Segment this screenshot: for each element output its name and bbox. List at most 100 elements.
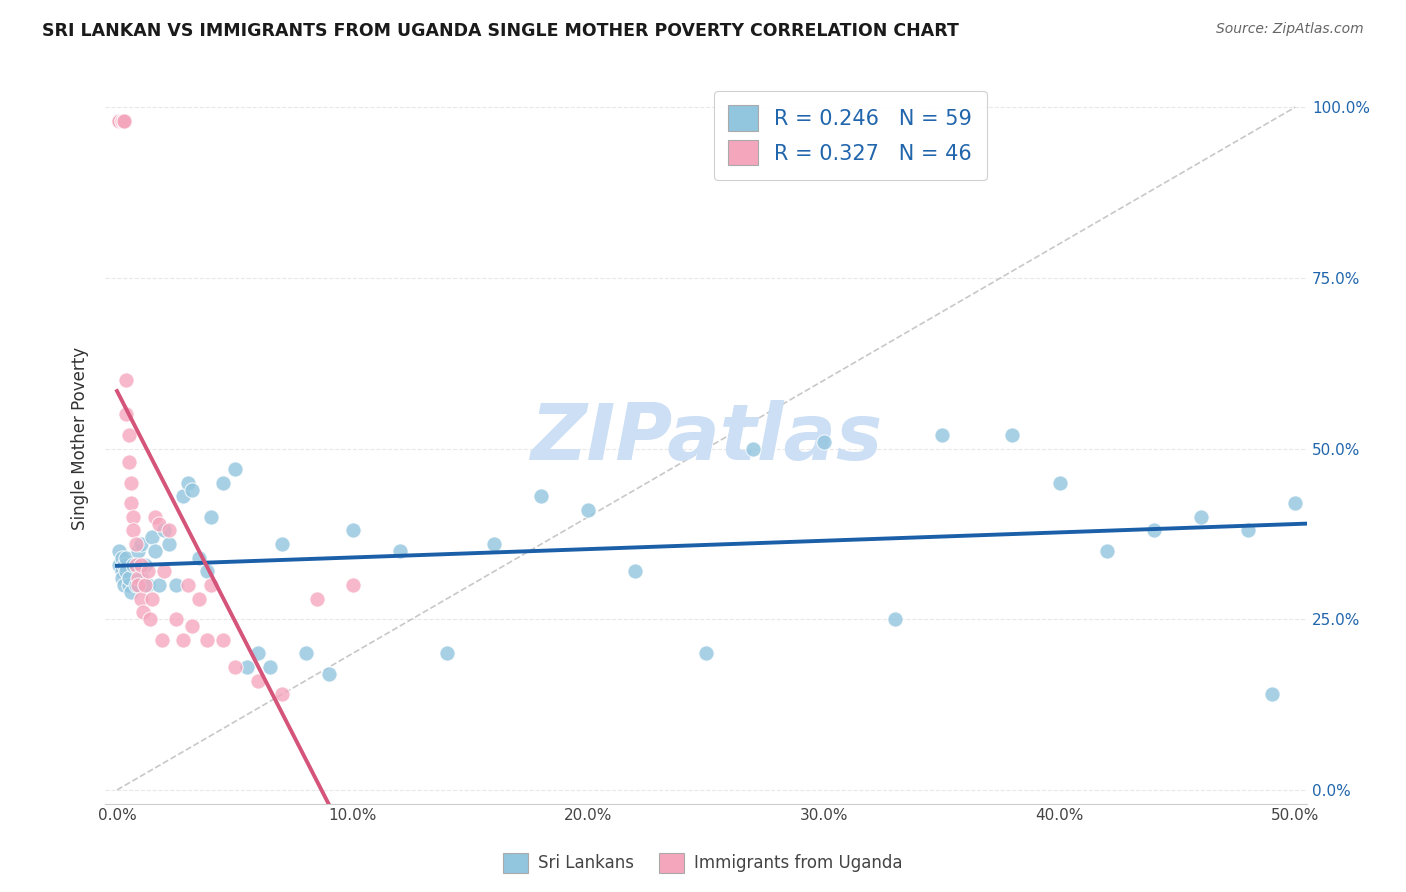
- Point: [148, 516, 170, 531]
- Point: [153, 565, 176, 579]
- Point: [129, 537, 152, 551]
- Point: [125, 537, 148, 551]
- Text: ZIPatlas: ZIPatlas: [530, 401, 882, 476]
- Point: [127, 571, 149, 585]
- Point: [139, 612, 162, 626]
- Point: [271, 537, 294, 551]
- Point: [157, 537, 180, 551]
- Point: [118, 578, 141, 592]
- Point: [235, 660, 257, 674]
- Point: [125, 558, 148, 572]
- Point: [224, 660, 246, 674]
- Point: [181, 619, 204, 633]
- Point: [212, 632, 235, 647]
- Point: [108, 558, 131, 572]
- Point: [111, 113, 134, 128]
- Point: [148, 578, 170, 592]
- Point: [883, 612, 905, 626]
- Point: [115, 550, 138, 565]
- Point: [112, 558, 135, 572]
- Point: [120, 475, 142, 490]
- Point: [1001, 428, 1024, 442]
- Point: [127, 544, 149, 558]
- Point: [122, 558, 145, 572]
- Point: [307, 591, 329, 606]
- Point: [108, 113, 131, 128]
- Point: [195, 632, 218, 647]
- Point: [157, 524, 180, 538]
- Point: [624, 565, 647, 579]
- Point: [115, 565, 138, 579]
- Point: [813, 434, 835, 449]
- Point: [695, 647, 717, 661]
- Legend: R = 0.246   N = 59, R = 0.327   N = 46: R = 0.246 N = 59, R = 0.327 N = 46: [714, 91, 987, 180]
- Point: [1143, 524, 1166, 538]
- Point: [143, 544, 166, 558]
- Point: [172, 632, 194, 647]
- Point: [122, 524, 145, 538]
- Point: [129, 558, 152, 572]
- Point: [294, 647, 316, 661]
- Point: [259, 660, 281, 674]
- Point: [112, 113, 135, 128]
- Point: [111, 571, 134, 585]
- Point: [576, 503, 599, 517]
- Point: [188, 550, 211, 565]
- Point: [118, 428, 141, 442]
- Point: [136, 565, 159, 579]
- Point: [188, 591, 211, 606]
- Point: [200, 509, 222, 524]
- Point: [136, 578, 159, 592]
- Point: [129, 571, 152, 585]
- Point: [132, 606, 155, 620]
- Point: [318, 666, 340, 681]
- Point: [143, 509, 166, 524]
- Point: [1284, 496, 1306, 510]
- Text: SRI LANKAN VS IMMIGRANTS FROM UGANDA SINGLE MOTHER POVERTY CORRELATION CHART: SRI LANKAN VS IMMIGRANTS FROM UGANDA SIN…: [42, 22, 959, 40]
- Point: [165, 612, 187, 626]
- Point: [212, 475, 235, 490]
- Point: [108, 113, 131, 128]
- Point: [1189, 509, 1212, 524]
- Point: [224, 462, 246, 476]
- Point: [247, 673, 270, 688]
- Legend: Sri Lankans, Immigrants from Uganda: Sri Lankans, Immigrants from Uganda: [496, 847, 910, 880]
- Point: [134, 578, 156, 592]
- Point: [134, 558, 156, 572]
- Point: [120, 496, 142, 510]
- Point: [127, 578, 149, 592]
- Point: [141, 591, 163, 606]
- Text: Source: ZipAtlas.com: Source: ZipAtlas.com: [1216, 22, 1364, 37]
- Point: [388, 544, 411, 558]
- Point: [129, 591, 152, 606]
- Point: [342, 524, 364, 538]
- Point: [530, 489, 553, 503]
- Point: [342, 578, 364, 592]
- Point: [931, 428, 953, 442]
- Point: [482, 537, 505, 551]
- Point: [108, 113, 131, 128]
- Point: [115, 373, 138, 387]
- Point: [112, 113, 135, 128]
- Point: [118, 455, 141, 469]
- Point: [111, 550, 134, 565]
- Point: [118, 571, 141, 585]
- Point: [153, 524, 176, 538]
- Point: [1095, 544, 1118, 558]
- Point: [111, 565, 134, 579]
- Point: [1049, 475, 1071, 490]
- Point: [247, 647, 270, 661]
- Point: [1260, 687, 1282, 701]
- Point: [108, 113, 131, 128]
- Point: [176, 475, 198, 490]
- Point: [436, 647, 458, 661]
- Point: [181, 483, 204, 497]
- Point: [200, 578, 222, 592]
- Point: [108, 113, 131, 128]
- Point: [271, 687, 294, 701]
- Point: [141, 530, 163, 544]
- Point: [176, 578, 198, 592]
- Point: [125, 578, 148, 592]
- Point: [150, 632, 173, 647]
- Y-axis label: Single Mother Poverty: Single Mother Poverty: [72, 347, 89, 530]
